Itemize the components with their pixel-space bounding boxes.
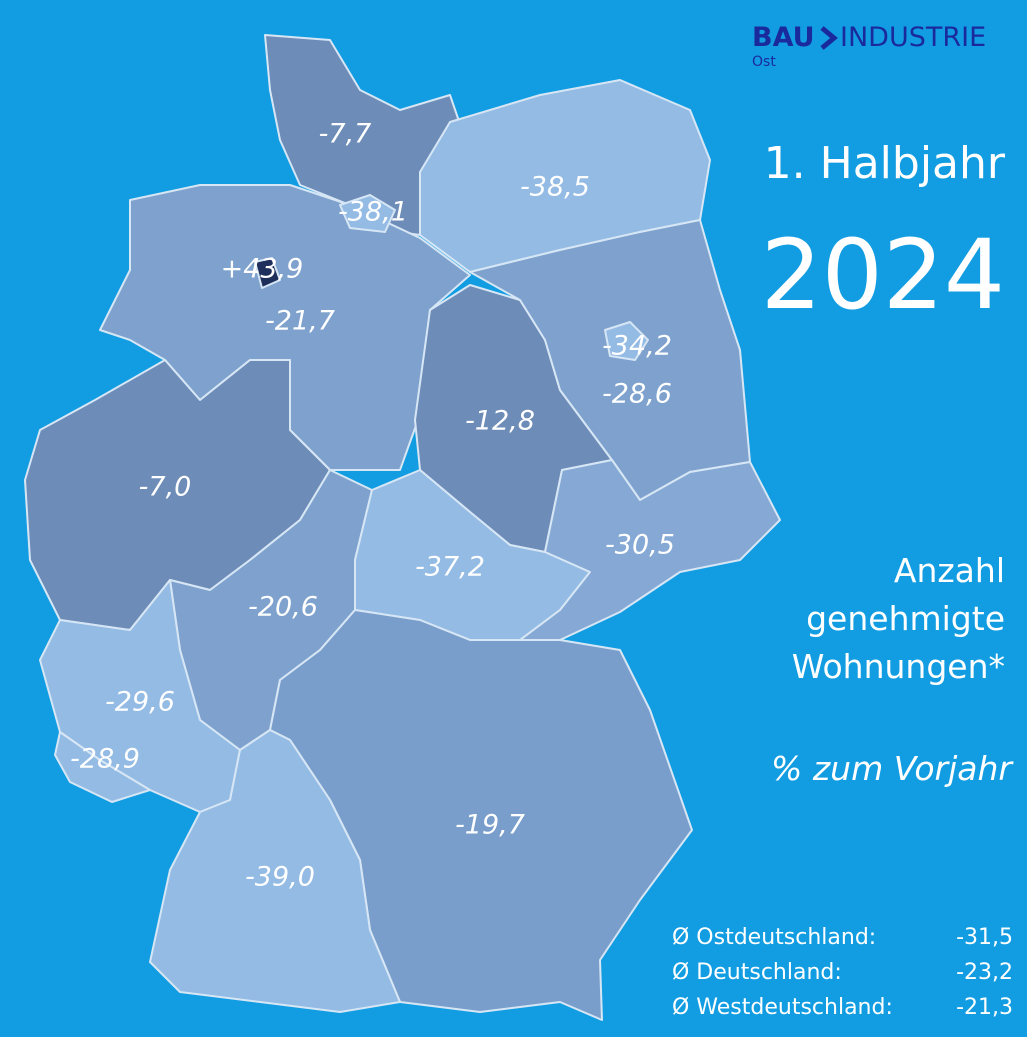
logo: BAU INDUSTRIE Ost [752, 22, 986, 70]
region [54, 731, 151, 803]
region [519, 459, 781, 641]
region-label: -7,0 [139, 472, 192, 503]
subtitle-line: Wohnungen* [792, 647, 1005, 686]
title-line: 1. Halbjahr [764, 138, 1006, 189]
logo-brand2: INDUSTRIE [840, 22, 986, 53]
region [254, 257, 281, 289]
average-label: Ø Ostdeutschland: [672, 925, 876, 950]
region [339, 194, 396, 233]
region-label: -39,0 [245, 862, 315, 893]
title-year: 2024 [761, 219, 1005, 331]
logo-brand: BAU [752, 22, 815, 53]
germany-map [24, 34, 781, 1021]
average-value: -21,3 [956, 995, 1013, 1020]
region [419, 79, 711, 273]
unit-note: % zum Vorjahr [771, 749, 1014, 788]
averages: Ø Ostdeutschland: -31,5 Ø Deutschland: -… [672, 925, 1013, 1020]
region-label: +43,9 [221, 254, 304, 285]
region-label: -7,7 [319, 119, 372, 150]
region-label: -19,7 [455, 810, 525, 841]
region-labels: -7,7 -38,5 -21,7 -12,8 -28,6 -7,0 -20,6 … [70, 119, 675, 893]
region-label: -20,6 [248, 592, 318, 623]
region-label: -38,1 [338, 197, 408, 228]
subtitle-line: genehmigte [806, 599, 1005, 638]
average-value: -23,2 [956, 960, 1013, 985]
region-label: -28,9 [70, 744, 140, 775]
region-label: -38,5 [520, 172, 590, 203]
logo-chevron [820, 26, 838, 50]
average-value: -31,5 [956, 925, 1013, 950]
subtitle-line: Anzahl [894, 551, 1005, 590]
region-label: -21,7 [265, 306, 335, 337]
region [149, 729, 401, 1013]
average-label: Ø Deutschland: [672, 960, 842, 985]
average-label: Ø Westdeutschland: [672, 995, 893, 1020]
region [604, 321, 649, 361]
region-label: -34,2 [602, 331, 672, 362]
region-label: -30,5 [605, 530, 675, 561]
region-label: -28,6 [602, 379, 672, 410]
region-label: -29,6 [105, 687, 175, 718]
region-label: -12,8 [465, 406, 535, 437]
logo-sub: Ost [752, 54, 776, 70]
region-label: -37,2 [415, 552, 485, 583]
